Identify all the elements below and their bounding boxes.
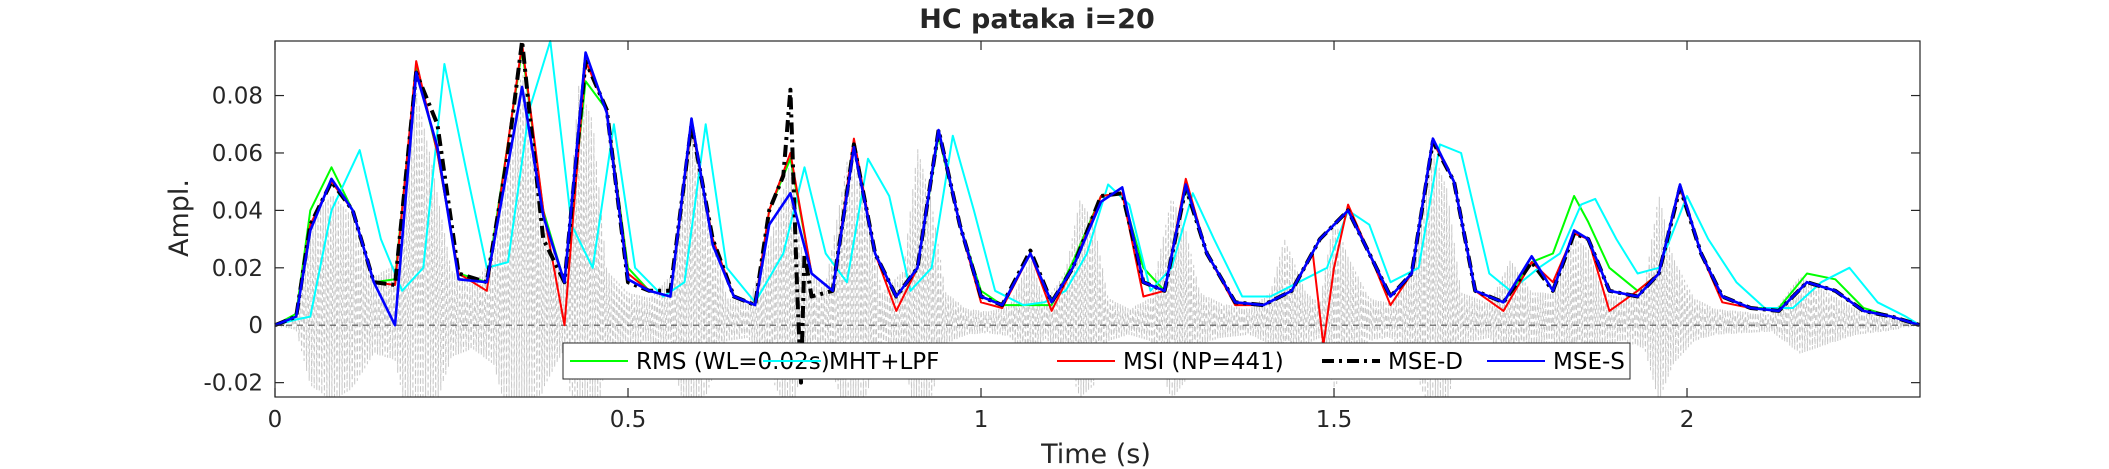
speech-waveform bbox=[274, 75, 1921, 398]
legend-label: MSE-S bbox=[1553, 349, 1625, 375]
y-axis-label: Ampl. bbox=[164, 179, 195, 257]
x-tick-label: 0.5 bbox=[610, 407, 647, 433]
x-tick-label: 1 bbox=[974, 407, 989, 433]
legend-label: MSE-D bbox=[1388, 349, 1463, 375]
x-tick-label: 0 bbox=[268, 407, 283, 433]
y-tick-label: 0.08 bbox=[212, 84, 263, 110]
series-layer bbox=[274, 39, 1921, 385]
chart-title: HC pataka i=20 bbox=[919, 4, 1155, 35]
legend-label: MSI (NP=441) bbox=[1123, 349, 1284, 375]
series-line-mse-s bbox=[274, 51, 1921, 327]
legend: RMS (WL=0.02s) MHT+LPF MSI (NP=441) MSE-D MS… bbox=[562, 342, 1631, 380]
y-axis-ticks: -0.02 0 0.02 0.04 0.06 0.08 bbox=[203, 84, 1920, 397]
legend-label: MHT+LPF bbox=[829, 349, 939, 375]
plot-frame bbox=[274, 40, 1921, 398]
x-axis-label: Time (s) bbox=[1040, 439, 1151, 469]
y-tick-label: 0.04 bbox=[212, 198, 263, 224]
x-tick-label: 1.5 bbox=[1316, 407, 1353, 433]
y-tick-label: -0.02 bbox=[203, 371, 263, 397]
waveform-layer bbox=[274, 75, 1921, 398]
x-axis-ticks: 0 0.5 1 1.5 2 bbox=[268, 41, 1695, 433]
x-tick-label: 2 bbox=[1680, 407, 1695, 433]
y-tick-label: 0.02 bbox=[212, 256, 263, 282]
y-tick-label: 0.06 bbox=[212, 141, 263, 167]
y-tick-label: 0 bbox=[248, 313, 263, 339]
